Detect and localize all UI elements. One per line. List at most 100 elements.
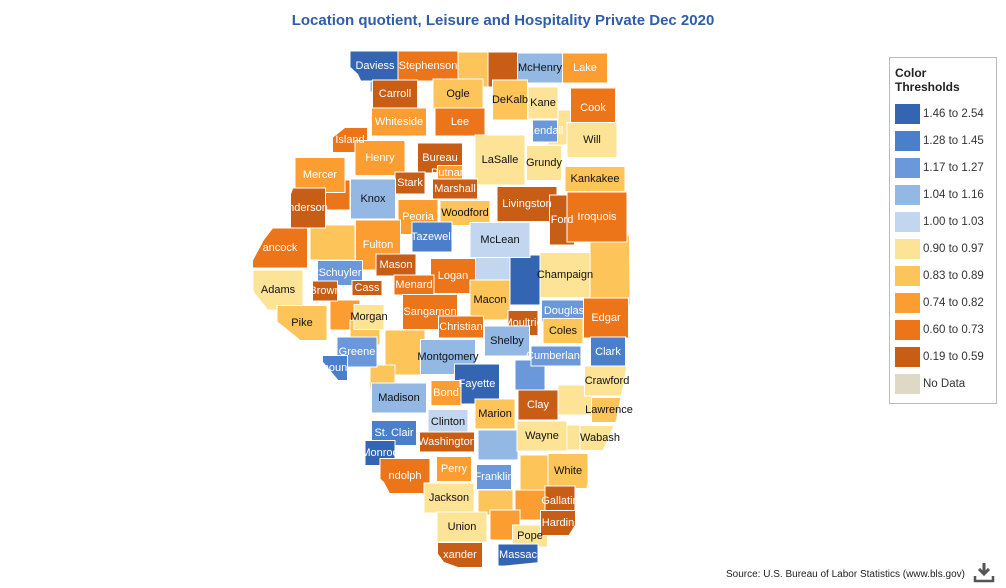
- county-region[interactable]: [371, 107, 427, 137]
- county-region[interactable]: [397, 50, 459, 82]
- county-region[interactable]: [517, 389, 559, 421]
- county-label: Madison: [378, 392, 420, 404]
- county-region[interactable]: [439, 200, 491, 226]
- county-label: Lake: [573, 62, 597, 74]
- legend-label: 0.90 to 0.97: [923, 242, 984, 255]
- county-region[interactable]: [566, 191, 628, 243]
- county-region[interactable]: [372, 79, 418, 109]
- county-region[interactable]: [290, 187, 326, 229]
- legend-item[interactable]: 0.83 to 0.89: [890, 262, 996, 289]
- county-region[interactable]: [589, 234, 630, 306]
- county-label: Woodford: [441, 207, 489, 219]
- county-region[interactable]: [516, 420, 568, 452]
- county-region[interactable]: [484, 325, 530, 357]
- county-region[interactable]: [519, 454, 551, 491]
- county-label: Peoria: [402, 211, 435, 223]
- county-region[interactable]: [427, 409, 469, 435]
- county-region[interactable]: [517, 52, 563, 84]
- legend-title: Color Thresholds: [895, 66, 960, 94]
- county-region[interactable]: [469, 279, 511, 321]
- county-label: Island: [335, 134, 364, 146]
- county-label: Grundy: [526, 157, 563, 169]
- county-region[interactable]: [539, 252, 591, 298]
- county-region[interactable]: [351, 280, 383, 296]
- legend-swatch: [895, 373, 920, 394]
- county-label: Stephenson: [399, 60, 458, 72]
- county-label: Moultrie: [503, 317, 542, 329]
- county-region[interactable]: [562, 52, 608, 84]
- county-region[interactable]: [309, 224, 356, 261]
- county-region[interactable]: [540, 510, 576, 536]
- county-label: Daviess: [355, 60, 395, 72]
- county-region[interactable]: [379, 458, 431, 494]
- legend-item[interactable]: 0.19 to 0.59: [890, 343, 996, 370]
- county-region[interactable]: [353, 304, 385, 330]
- county-label: Sangamon: [403, 306, 456, 318]
- county-label: Wabash: [580, 432, 620, 444]
- county-region[interactable]: [438, 315, 484, 339]
- county-label: Mercer: [303, 169, 338, 181]
- county-region[interactable]: [492, 79, 528, 121]
- county-region[interactable]: [590, 336, 626, 368]
- county-region[interactable]: [432, 78, 484, 110]
- county-region[interactable]: [547, 453, 589, 489]
- county-label: Brown: [309, 285, 340, 297]
- county-region[interactable]: [496, 186, 558, 222]
- legend-item[interactable]: 1.04 to 1.16: [890, 181, 996, 208]
- county-label: Massac: [499, 549, 537, 561]
- county-label: McLean: [480, 234, 519, 246]
- county-region[interactable]: [469, 222, 531, 258]
- county-label: Washington: [418, 436, 476, 448]
- county-region[interactable]: [419, 431, 475, 453]
- county-region[interactable]: [532, 119, 558, 143]
- county-region[interactable]: [526, 145, 562, 181]
- county-label: Fayette: [459, 378, 496, 390]
- county-region[interactable]: [294, 157, 346, 193]
- legend-item[interactable]: 0.74 to 0.82: [890, 289, 996, 316]
- county-label: Marshall: [434, 183, 476, 195]
- county-region[interactable]: [542, 318, 584, 344]
- legend-swatch: [895, 184, 920, 205]
- county-region[interactable]: [432, 178, 478, 200]
- county-region[interactable]: [371, 382, 427, 414]
- county-region[interactable]: [477, 429, 519, 461]
- legend-item[interactable]: 1.00 to 1.03: [890, 208, 996, 235]
- county-region[interactable]: [436, 456, 472, 482]
- county-region[interactable]: [434, 107, 486, 137]
- legend-item[interactable]: 1.28 to 1.45: [890, 127, 996, 154]
- county-label: Hardin: [542, 517, 574, 529]
- county-region[interactable]: [430, 258, 476, 294]
- county-label: Bond: [433, 387, 459, 399]
- county-region[interactable]: [411, 221, 453, 253]
- legend-label: 1.28 to 1.45: [923, 134, 984, 147]
- county-label: Marion: [478, 408, 512, 420]
- county-region[interactable]: [564, 166, 626, 192]
- county-region[interactable]: [570, 87, 616, 129]
- county-map[interactable]: Daviess Stephenson McHenry Lake Carroll Ogle D…: [0, 0, 880, 588]
- legend-item[interactable]: No Data: [890, 370, 996, 397]
- legend-label: 1.46 to 2.54: [923, 107, 984, 120]
- county-region[interactable]: [530, 345, 582, 367]
- county-label: Pope: [517, 530, 543, 542]
- county-region[interactable]: [527, 86, 559, 120]
- county-region[interactable]: [354, 140, 406, 176]
- county-region[interactable]: [436, 511, 488, 543]
- county-region[interactable]: [476, 464, 512, 490]
- download-icon: [973, 563, 995, 583]
- county-label: Christian: [439, 321, 482, 333]
- county-label: Kendall: [527, 125, 564, 137]
- county-region[interactable]: [312, 280, 338, 302]
- county-label: Morgan: [350, 311, 387, 323]
- legend-item[interactable]: 0.90 to 0.97: [890, 235, 996, 262]
- county-region[interactable]: [566, 122, 618, 158]
- county-label: LaSalle: [482, 154, 519, 166]
- county-region[interactable]: [474, 398, 516, 430]
- legend-item[interactable]: 1.46 to 2.54: [890, 100, 996, 127]
- county-region[interactable]: [430, 380, 462, 406]
- legend-item[interactable]: 1.17 to 1.27: [890, 154, 996, 181]
- county-region[interactable]: [474, 134, 526, 186]
- county-region[interactable]: [350, 178, 396, 220]
- download-button[interactable]: [973, 561, 995, 583]
- legend-item[interactable]: 0.60 to 0.73: [890, 316, 996, 343]
